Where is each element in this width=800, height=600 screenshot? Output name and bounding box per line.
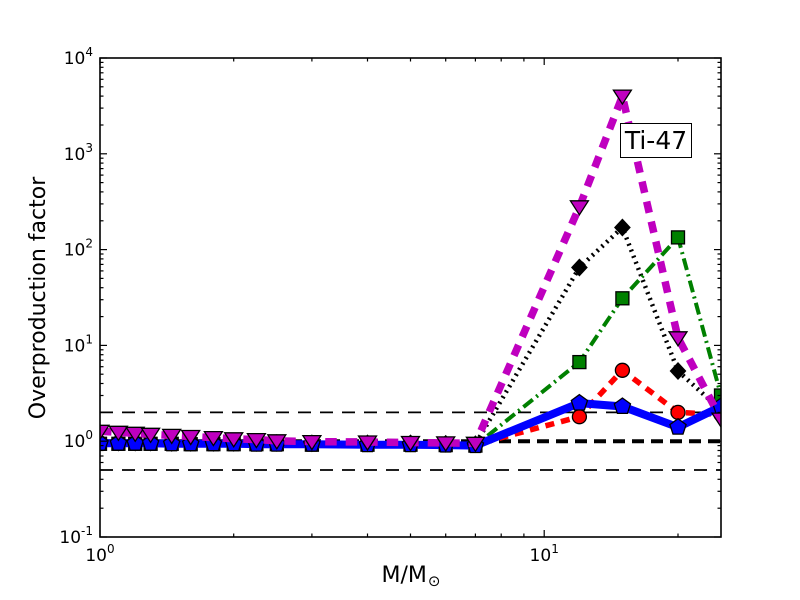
diamond-marker — [614, 218, 631, 237]
square-marker — [572, 354, 587, 370]
triangle-down-marker — [400, 435, 421, 452]
y-axis-label: Overproduction factor — [25, 176, 51, 420]
x-axis-ticks — [99, 58, 679, 537]
circle-marker — [670, 404, 686, 421]
y-tick-labels: 10-1 100 101 102 103 104 — [59, 45, 93, 548]
square-marker — [615, 291, 630, 306]
triangle-down-marker — [612, 89, 633, 106]
triangle-down-marker — [569, 200, 590, 217]
triangle-down-marker — [465, 436, 486, 453]
pentagon-marker — [669, 417, 687, 435]
y-tick-label: 100 — [64, 428, 93, 452]
series-black-dotted-diamond — [100, 218, 721, 454]
x-axis-label-text: M/M — [381, 563, 427, 588]
triangle-down-marker — [266, 434, 287, 451]
triangle-down-marker — [223, 432, 244, 449]
triangle-down-marker — [710, 412, 721, 429]
triangle-down-marker — [140, 427, 161, 444]
circle-marker — [614, 362, 631, 378]
triangle-down-marker — [246, 432, 267, 449]
triangle-down-marker — [357, 435, 378, 452]
y-tick-label: 104 — [64, 45, 93, 69]
series-magenta-dashed-triangle — [100, 83, 721, 453]
y-tick-label: 101 — [64, 332, 93, 356]
y-tick-label: 10-1 — [59, 524, 93, 548]
diamond-marker — [571, 258, 588, 277]
triangle-down-marker — [108, 425, 129, 442]
series-green-dashdot-square — [100, 230, 721, 453]
triangle-down-marker — [667, 331, 689, 348]
sun-symbol: ⊙ — [427, 572, 441, 590]
triangle-down-marker — [301, 434, 323, 451]
diamond-marker — [669, 362, 687, 380]
y-axis-ticks — [100, 57, 721, 538]
pentagon-marker — [109, 433, 128, 451]
pentagon-marker — [100, 433, 109, 451]
pentagon-marker — [570, 393, 589, 411]
triangle-down-marker — [180, 429, 201, 446]
triangle-down-marker — [161, 428, 182, 445]
annotation-box: Ti-47 — [620, 123, 692, 158]
triangle-down-marker — [203, 430, 224, 447]
triangle-down-marker — [125, 426, 146, 443]
circle-marker — [571, 409, 588, 425]
triangle-down-marker — [100, 424, 111, 441]
pentagon-marker — [613, 397, 632, 415]
triangle-down-marker — [435, 436, 456, 453]
annotation-text: Ti-47 — [624, 126, 688, 155]
y-tick-label: 102 — [64, 237, 93, 261]
y-tick-label: 103 — [64, 141, 93, 165]
series-line-green-dashdot-square — [100, 233, 721, 448]
square-marker — [670, 230, 686, 245]
x-axis-label: M/M ⊙ — [100, 563, 721, 593]
